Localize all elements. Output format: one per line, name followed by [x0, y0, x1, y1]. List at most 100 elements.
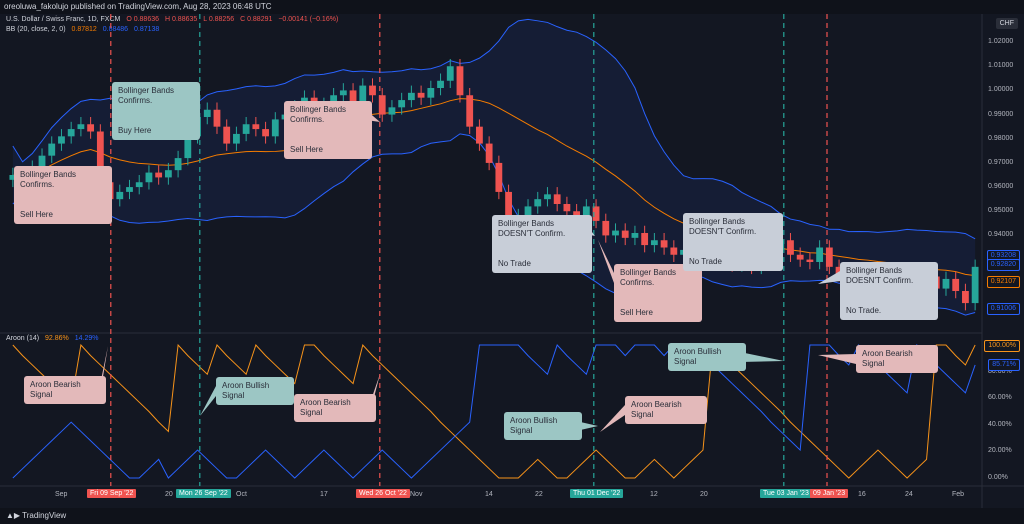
aroon-tick-label: 80.00% [988, 367, 1012, 375]
candle-body [796, 254, 804, 260]
callout-pointer [598, 240, 614, 283]
candle-body [407, 92, 415, 101]
annotation-callout-a1[interactable]: Bollinger Bands Confirms. Sell Here [14, 166, 112, 224]
candle-body [155, 172, 163, 178]
candle-body [952, 278, 960, 291]
candle-body [262, 129, 269, 137]
price-box-aroon-up: 100.00% [984, 340, 1020, 352]
candle-body [485, 143, 493, 163]
price-tick-label: 0.94000 [988, 231, 1014, 239]
candle-body [213, 109, 221, 127]
candle-body [427, 88, 435, 98]
candle-body [612, 230, 619, 236]
candle-body [466, 95, 474, 127]
bb-upper-value: 0.88486 [102, 26, 129, 33]
candle-body [573, 211, 581, 217]
candle-body [641, 233, 649, 246]
candle-body [835, 266, 843, 275]
annotation-callout-b4[interactable]: Aroon Bullish Signal [504, 412, 582, 440]
annotation-callout-a7[interactable]: Bollinger Bands DOESN'T Confirm. No Trade. [840, 262, 938, 320]
time-axis-label: 14 [485, 491, 493, 498]
annotation-callout-b7[interactable]: Aroon Bearish Signal [856, 345, 938, 373]
annotation-callout-a4[interactable]: Bollinger Bands DOESN'T Confirm. No Trade [492, 215, 592, 273]
annotation-callout-b5[interactable]: Aroon Bearish Signal [625, 396, 707, 424]
aroon-down-value: 14.29% [74, 335, 99, 342]
candle-body [242, 124, 250, 134]
price-tick-label: 0.95000 [988, 207, 1014, 215]
price-tick-label: 0.96000 [988, 183, 1014, 191]
ohlc-close: C 0.88291 [240, 16, 273, 23]
price-tick-label: 1.02000 [988, 38, 1014, 46]
annotation-callout-b6[interactable]: Aroon Bullish Signal [668, 343, 746, 371]
ohlc-change: −0.00141 (−0.16%) [278, 16, 339, 23]
aroon-name: Aroon (14) [6, 335, 40, 342]
annotation-callout-a5[interactable]: Bollinger Bands Confirms. Sell Here [614, 264, 702, 322]
candle-body [388, 107, 396, 115]
price-tick-label: 1.01000 [988, 62, 1014, 70]
candle-body [359, 85, 367, 103]
time-axis-label: Wed 26 Oct '22 [356, 489, 410, 498]
candle-body [96, 131, 104, 183]
time-axis-label: Thu 01 Dec '22 [570, 489, 624, 498]
symbol-legend: U.S. Dollar / Swiss Franc, 1D, FXCM O 0.… [6, 16, 342, 23]
ohlc-high: H 0.88635 [164, 16, 198, 23]
price-box-lower: 0.91006 [986, 302, 1020, 315]
candle-body [942, 278, 950, 289]
candle-body [592, 206, 600, 221]
candle-body [184, 136, 192, 159]
price-box-basis: 0.92107 [986, 276, 1020, 289]
candle-body [553, 194, 561, 204]
annotation-callout-a2[interactable]: Bollinger Bands Confirms. Buy Here [112, 82, 200, 140]
symbol-name: U.S. Dollar / Swiss Franc, 1D, FXCM [6, 16, 121, 23]
candle-body [87, 124, 95, 132]
candle-body [48, 143, 56, 156]
time-axis-label: Fri 09 Sep '22 [87, 489, 137, 498]
time-axis-label: 16 [858, 491, 866, 498]
publish-header: oreoluwa_fakolujo published on TradingVi… [0, 0, 1024, 14]
candle-body [437, 80, 444, 88]
candle-body [446, 66, 454, 81]
candle-body [271, 119, 279, 137]
tradingview-logo: ▲▶ [6, 511, 23, 520]
candle-body [164, 170, 172, 178]
bb-basis-line [12, 98, 976, 277]
candle-body [602, 220, 610, 236]
price-tick-label: 0.98000 [988, 134, 1014, 142]
candle-body [631, 233, 639, 238]
time-axis-label: 20 [700, 491, 708, 498]
candle-body [825, 247, 833, 267]
candle-body [9, 175, 17, 180]
time-axis-label: 09 Jan '23 [810, 489, 849, 498]
currency-label[interactable]: CHF [995, 18, 1018, 29]
bb-legend: BB (20, close, 2, 0) 0.87812 0.88486 0.8… [6, 26, 163, 33]
annotation-callout-b1[interactable]: Aroon Bearish Signal [24, 376, 106, 404]
candle-body [349, 90, 357, 103]
time-axis-label: 12 [650, 491, 658, 498]
time-axis-label: Mon 26 Sep '22 [176, 489, 231, 498]
candle-body [116, 191, 124, 200]
candle-body [369, 85, 376, 96]
callout-pointer [740, 352, 784, 362]
aroon-tick-label: 60.00% [988, 394, 1012, 402]
time-axis-label: Tue 03 Jan '23 [760, 489, 812, 498]
candle-body [38, 155, 46, 168]
aroon-down-line [12, 343, 976, 479]
price-box-close: 0.92820 [986, 258, 1020, 271]
price-tick-label: 1.00000 [988, 86, 1014, 94]
ohlc-low: L 0.88256 [203, 16, 235, 23]
annotation-callout-b2[interactable]: Aroon Bullish Signal [216, 377, 294, 405]
time-axis-label: 20 [165, 491, 173, 498]
candle-body [378, 95, 386, 115]
annotation-callout-a6[interactable]: Bollinger Bands DOESN'T Confirm. No Trade [683, 213, 783, 271]
time-axis-label: Nov [410, 491, 423, 498]
time-axis-label: 24 [905, 491, 913, 498]
time-axis-label: Sep [55, 491, 68, 498]
annotation-callout-b3[interactable]: Aroon Bearish Signal [294, 394, 376, 422]
footer: ▲▶ TradingView [0, 508, 1024, 524]
aroon-tick-label: 40.00% [988, 420, 1012, 428]
candle-body [233, 133, 240, 144]
time-axis-label: Feb [952, 491, 965, 498]
candle-body [476, 126, 483, 144]
candle-body [787, 240, 794, 255]
annotation-callout-a3[interactable]: Bollinger Bands Confirms. Sell Here [284, 101, 372, 159]
